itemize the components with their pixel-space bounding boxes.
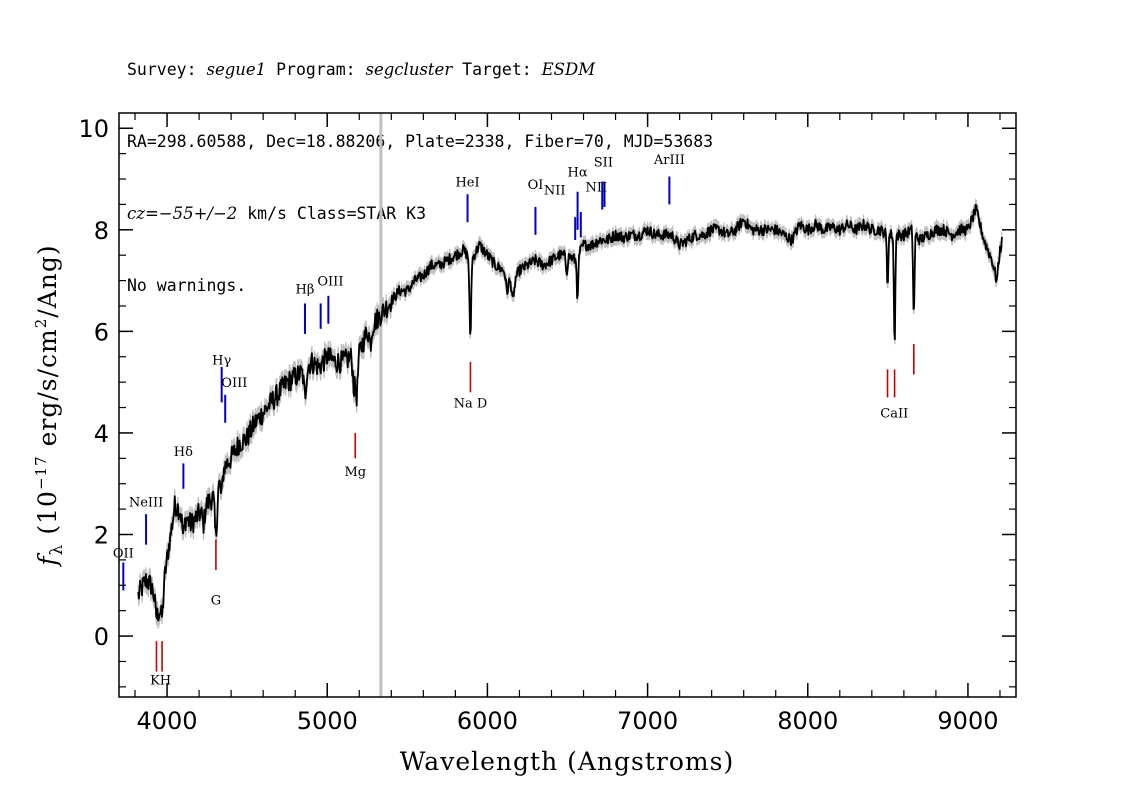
absorption-line-label: K [150, 673, 160, 688]
y-axis-exp2: 2 [32, 318, 50, 329]
y-axis-title: fλ (10−17 erg/s/cm2/Ang) [32, 244, 67, 567]
header-line-redshift: cz=−55+/−2 km/s Class=STAR K3 [127, 202, 713, 226]
axes-layer [118, 112, 1017, 698]
x-axis-title: Wavelength (Angstroms) [400, 747, 734, 776]
emission-line-label: Hδ [174, 445, 193, 460]
survey-value: segue1 [206, 60, 267, 79]
emission-line-label: ArIII [653, 153, 685, 168]
cz-label: cz [127, 204, 145, 223]
y-axis-exponent: −17 [32, 455, 50, 490]
absorption-line-label: Mg [344, 465, 366, 480]
header-line-survey: Survey: segue1 Program: segcluster Targe… [127, 58, 713, 82]
x-tick-label: 4000 [137, 707, 198, 735]
emission-line-label: Hα [568, 165, 588, 180]
y-tick-label: 4 [94, 420, 109, 448]
emission-line-label: Hβ [296, 282, 315, 297]
spectrum-line [137, 203, 1003, 622]
program-label: Program: [266, 60, 366, 79]
absorption-line-label: CaII [880, 407, 908, 422]
emission-line-label: NeIII [129, 496, 163, 511]
spectrum-header: Survey: segue1 Program: segcluster Targe… [127, 10, 713, 322]
header-line-warnings: No warnings. [127, 276, 247, 295]
y-axis-symbol: f [33, 553, 62, 568]
y-axis-subscript: λ [47, 544, 67, 556]
emission-line-label: NII [586, 181, 608, 196]
y-tick-label: 2 [94, 521, 109, 549]
y-tick-label: 6 [94, 318, 109, 346]
emission-line-label: OIII [317, 275, 343, 290]
y-tick-label: 0 [94, 623, 109, 651]
x-tick-label: 9000 [937, 707, 998, 735]
y-tick-label: 8 [94, 217, 109, 245]
y-axis-text-before: (10 [33, 490, 62, 544]
cz-value: =−55+/−2 [144, 204, 238, 223]
error-band [137, 198, 1003, 630]
plot-frame [118, 112, 1017, 698]
x-tick-label: 5000 [297, 707, 358, 735]
class-text: km/s Class=STAR K3 [237, 204, 427, 223]
target-label: Target: [452, 60, 542, 79]
ticks-layer: 4000 5000 6000 7000 8000 9000 0 2 4 6 8 10 [78, 113, 1016, 735]
emission-line-label: HeI [455, 176, 479, 191]
x-tick-label: 8000 [777, 707, 838, 735]
emission-line-label: NII [544, 183, 566, 198]
emission-line-label: OI [528, 178, 544, 193]
emission-line-label: Hγ [212, 353, 231, 368]
absorption-line-label: Na D [454, 397, 488, 412]
header-line-coordinates: RA=298.60588, Dec=18.88206, Plate=2338, … [127, 132, 714, 151]
y-axis-units: erg/s/cm [33, 328, 62, 455]
absorption-line-label: G [211, 594, 221, 609]
emission-line-label: OII [113, 546, 134, 561]
y-tick-label: 10 [78, 115, 109, 143]
emission-line-label: OIII [221, 376, 247, 391]
x-tick-label: 7000 [617, 707, 678, 735]
x-tick-label: 6000 [457, 707, 518, 735]
target-value: ESDM [541, 60, 596, 79]
y-axis-text-end: /Ang) [33, 244, 62, 317]
program-value: segcluster [365, 60, 453, 79]
emission-line-label: SII [594, 155, 613, 170]
spectrum-layer [137, 203, 1003, 622]
error-band-layer [137, 198, 1003, 630]
absorption-line-label: H [160, 673, 171, 688]
survey-label: Survey: [127, 60, 207, 79]
